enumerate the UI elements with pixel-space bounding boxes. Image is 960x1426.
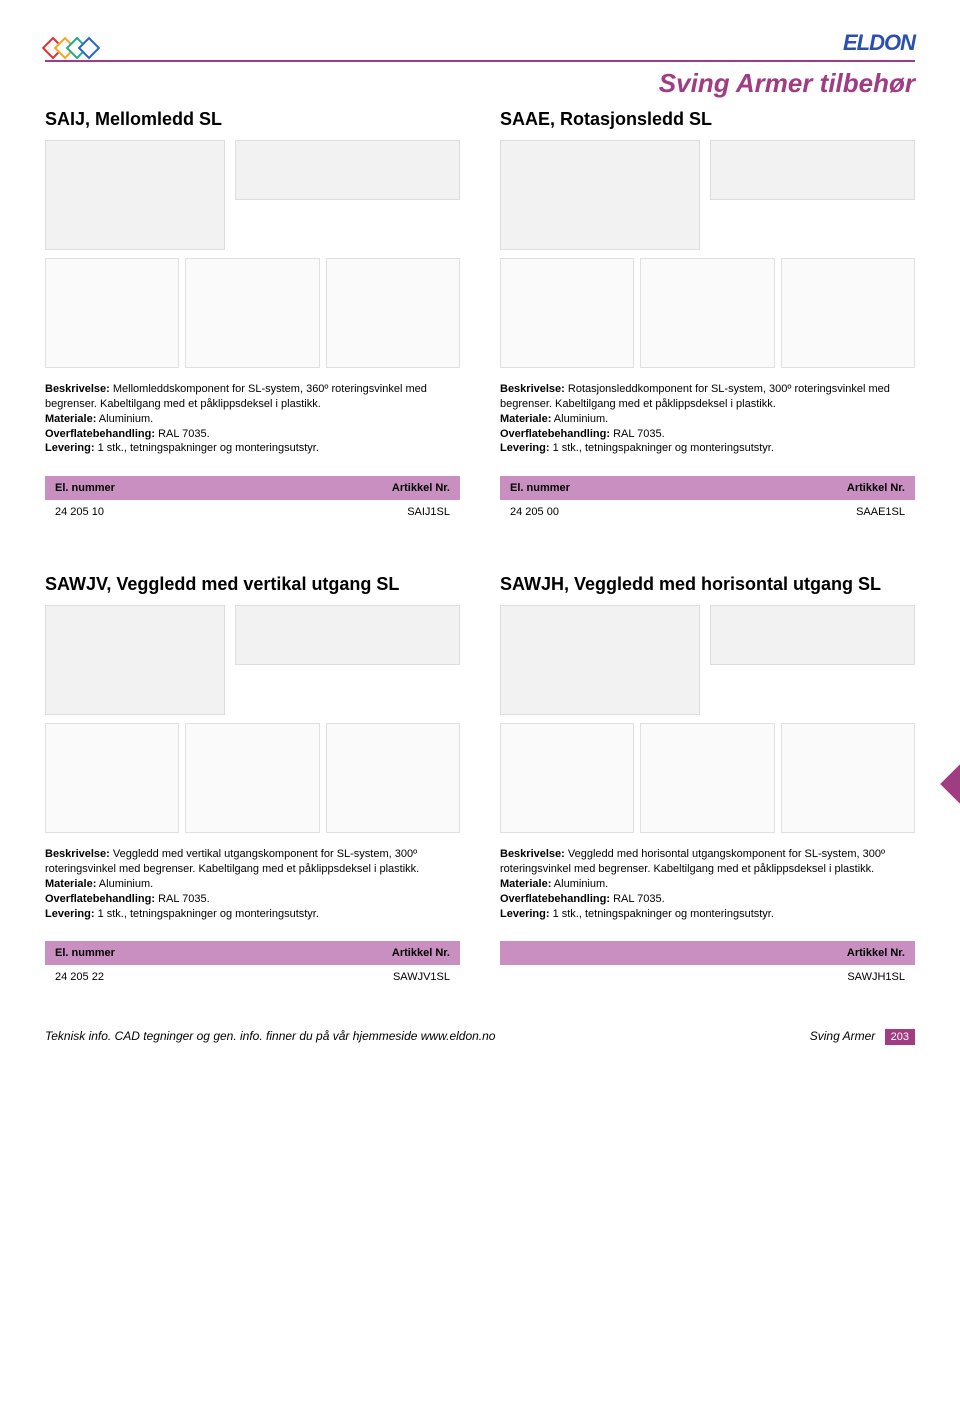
product-photo — [45, 140, 225, 250]
product-sketch — [235, 140, 460, 200]
table-header-elnummer — [500, 941, 585, 965]
material-text: Aluminium. — [96, 878, 153, 890]
surface-text: RAL 7035. — [155, 893, 210, 905]
footer-text: Teknisk info. CAD tegninger og gen. info… — [45, 1029, 495, 1043]
dimension-drawing — [500, 723, 634, 833]
section-heading: SAWJV, Veggledd med vertikal utgang SL — [45, 574, 460, 595]
surface-text: RAL 7035. — [155, 428, 210, 440]
table-cell-elnummer: 24 205 22 — [45, 965, 255, 989]
table-header-artikkel: Artikkel Nr. — [255, 941, 460, 965]
page-number: 203 — [885, 1029, 915, 1045]
dimension-drawing — [640, 723, 774, 833]
footer: Teknisk info. CAD tegninger og gen. info… — [45, 1029, 915, 1045]
table-header-artikkel: Artikkel Nr. — [585, 941, 915, 965]
description-block: Beskrivelse: Veggledd med horisontal utg… — [500, 847, 915, 921]
material-text: Aluminium. — [551, 413, 608, 425]
description-block: Beskrivelse: Mellomleddskomponent for SL… — [45, 382, 460, 456]
delivery-text: 1 stk., tetningspakninger og monteringsu… — [550, 442, 774, 454]
product-photo — [500, 605, 700, 715]
table-cell-elnummer — [500, 965, 585, 989]
logo-left — [45, 40, 93, 56]
side-marker-icon — [946, 770, 960, 798]
brand-logo: ELDON — [843, 30, 915, 56]
dimension-drawing — [500, 258, 634, 368]
table-cell-artikkel: SAIJ1SL — [255, 500, 460, 524]
dimension-drawing — [326, 723, 460, 833]
section-saij: SAIJ, Mellomledd SL Beskrivelse: Melloml… — [45, 109, 460, 524]
table-cell-artikkel: SAWJV1SL — [255, 965, 460, 989]
table-header-artikkel: Artikkel Nr. — [710, 476, 915, 500]
material-text: Aluminium. — [96, 413, 153, 425]
page-title: Sving Armer tilbehør — [45, 68, 915, 99]
table-row: 24 205 00 SAAE1SL — [500, 500, 915, 524]
description-block: Beskrivelse: Veggledd med vertikal utgan… — [45, 847, 460, 921]
table-cell-elnummer: 24 205 00 — [500, 500, 710, 524]
desc-label: Beskrivelse: — [45, 848, 110, 860]
desc-label: Beskrivelse: — [500, 383, 565, 395]
section-saae: SAAE, Rotasjonsledd SL Beskrivelse: Rota… — [500, 109, 915, 524]
table-row: 24 205 10 SAIJ1SL — [45, 500, 460, 524]
section-heading: SAWJH, Veggledd med horisontal utgang SL — [500, 574, 915, 595]
article-table: Artikkel Nr. SAWJH1SL — [500, 941, 915, 989]
article-table: El. nummer Artikkel Nr. 24 205 10 SAIJ1S… — [45, 476, 460, 524]
table-cell-artikkel: SAWJH1SL — [585, 965, 915, 989]
surface-label: Overflatebehandling: — [45, 893, 155, 905]
product-photo — [500, 140, 700, 250]
section-heading: SAAE, Rotasjonsledd SL — [500, 109, 915, 130]
desc-label: Beskrivelse: — [45, 383, 110, 395]
footer-section-label: Sving Armer — [810, 1029, 876, 1043]
surface-text: RAL 7035. — [610, 428, 665, 440]
material-label: Materiale: — [500, 878, 551, 890]
delivery-label: Levering: — [500, 442, 550, 454]
delivery-text: 1 stk., tetningspakninger og monteringsu… — [550, 908, 774, 920]
surface-label: Overflatebehandling: — [500, 893, 610, 905]
section-sawjv: SAWJV, Veggledd med vertikal utgang SL B… — [45, 574, 460, 989]
material-label: Materiale: — [45, 413, 96, 425]
table-cell-elnummer: 24 205 10 — [45, 500, 255, 524]
table-row: SAWJH1SL — [500, 965, 915, 989]
table-row: 24 205 22 SAWJV1SL — [45, 965, 460, 989]
delivery-text: 1 stk., tetningspakninger og monteringsu… — [95, 442, 319, 454]
dimension-drawing — [45, 258, 179, 368]
table-header-elnummer: El. nummer — [45, 941, 255, 965]
dimension-drawing — [185, 258, 319, 368]
dimension-drawing — [781, 723, 915, 833]
footer-right: Sving Armer 203 — [810, 1029, 915, 1045]
delivery-text: 1 stk., tetningspakninger og monteringsu… — [95, 908, 319, 920]
description-block: Beskrivelse: Rotasjonsleddkomponent for … — [500, 382, 915, 456]
dimension-drawing — [326, 258, 460, 368]
article-table: El. nummer Artikkel Nr. 24 205 22 SAWJV1… — [45, 941, 460, 989]
dimension-drawing — [185, 723, 319, 833]
header: ELDON — [45, 30, 915, 56]
section-heading: SAIJ, Mellomledd SL — [45, 109, 460, 130]
dimension-drawing — [781, 258, 915, 368]
table-header-elnummer: El. nummer — [45, 476, 255, 500]
table-header-elnummer: El. nummer — [500, 476, 710, 500]
material-label: Materiale: — [500, 413, 551, 425]
product-photo — [45, 605, 225, 715]
product-sketch — [710, 140, 915, 200]
delivery-label: Levering: — [45, 908, 95, 920]
dimension-drawing — [640, 258, 774, 368]
table-header-artikkel: Artikkel Nr. — [255, 476, 460, 500]
article-table: El. nummer Artikkel Nr. 24 205 00 SAAE1S… — [500, 476, 915, 524]
product-sketch — [235, 605, 460, 665]
header-rule — [45, 60, 915, 62]
surface-text: RAL 7035. — [610, 893, 665, 905]
delivery-label: Levering: — [500, 908, 550, 920]
surface-label: Overflatebehandling: — [45, 428, 155, 440]
surface-label: Overflatebehandling: — [500, 428, 610, 440]
dimension-drawing — [45, 723, 179, 833]
delivery-label: Levering: — [45, 442, 95, 454]
product-sketch — [710, 605, 915, 665]
section-sawjh: SAWJH, Veggledd med horisontal utgang SL… — [500, 574, 915, 989]
desc-label: Beskrivelse: — [500, 848, 565, 860]
material-label: Materiale: — [45, 878, 96, 890]
table-cell-artikkel: SAAE1SL — [710, 500, 915, 524]
material-text: Aluminium. — [551, 878, 608, 890]
